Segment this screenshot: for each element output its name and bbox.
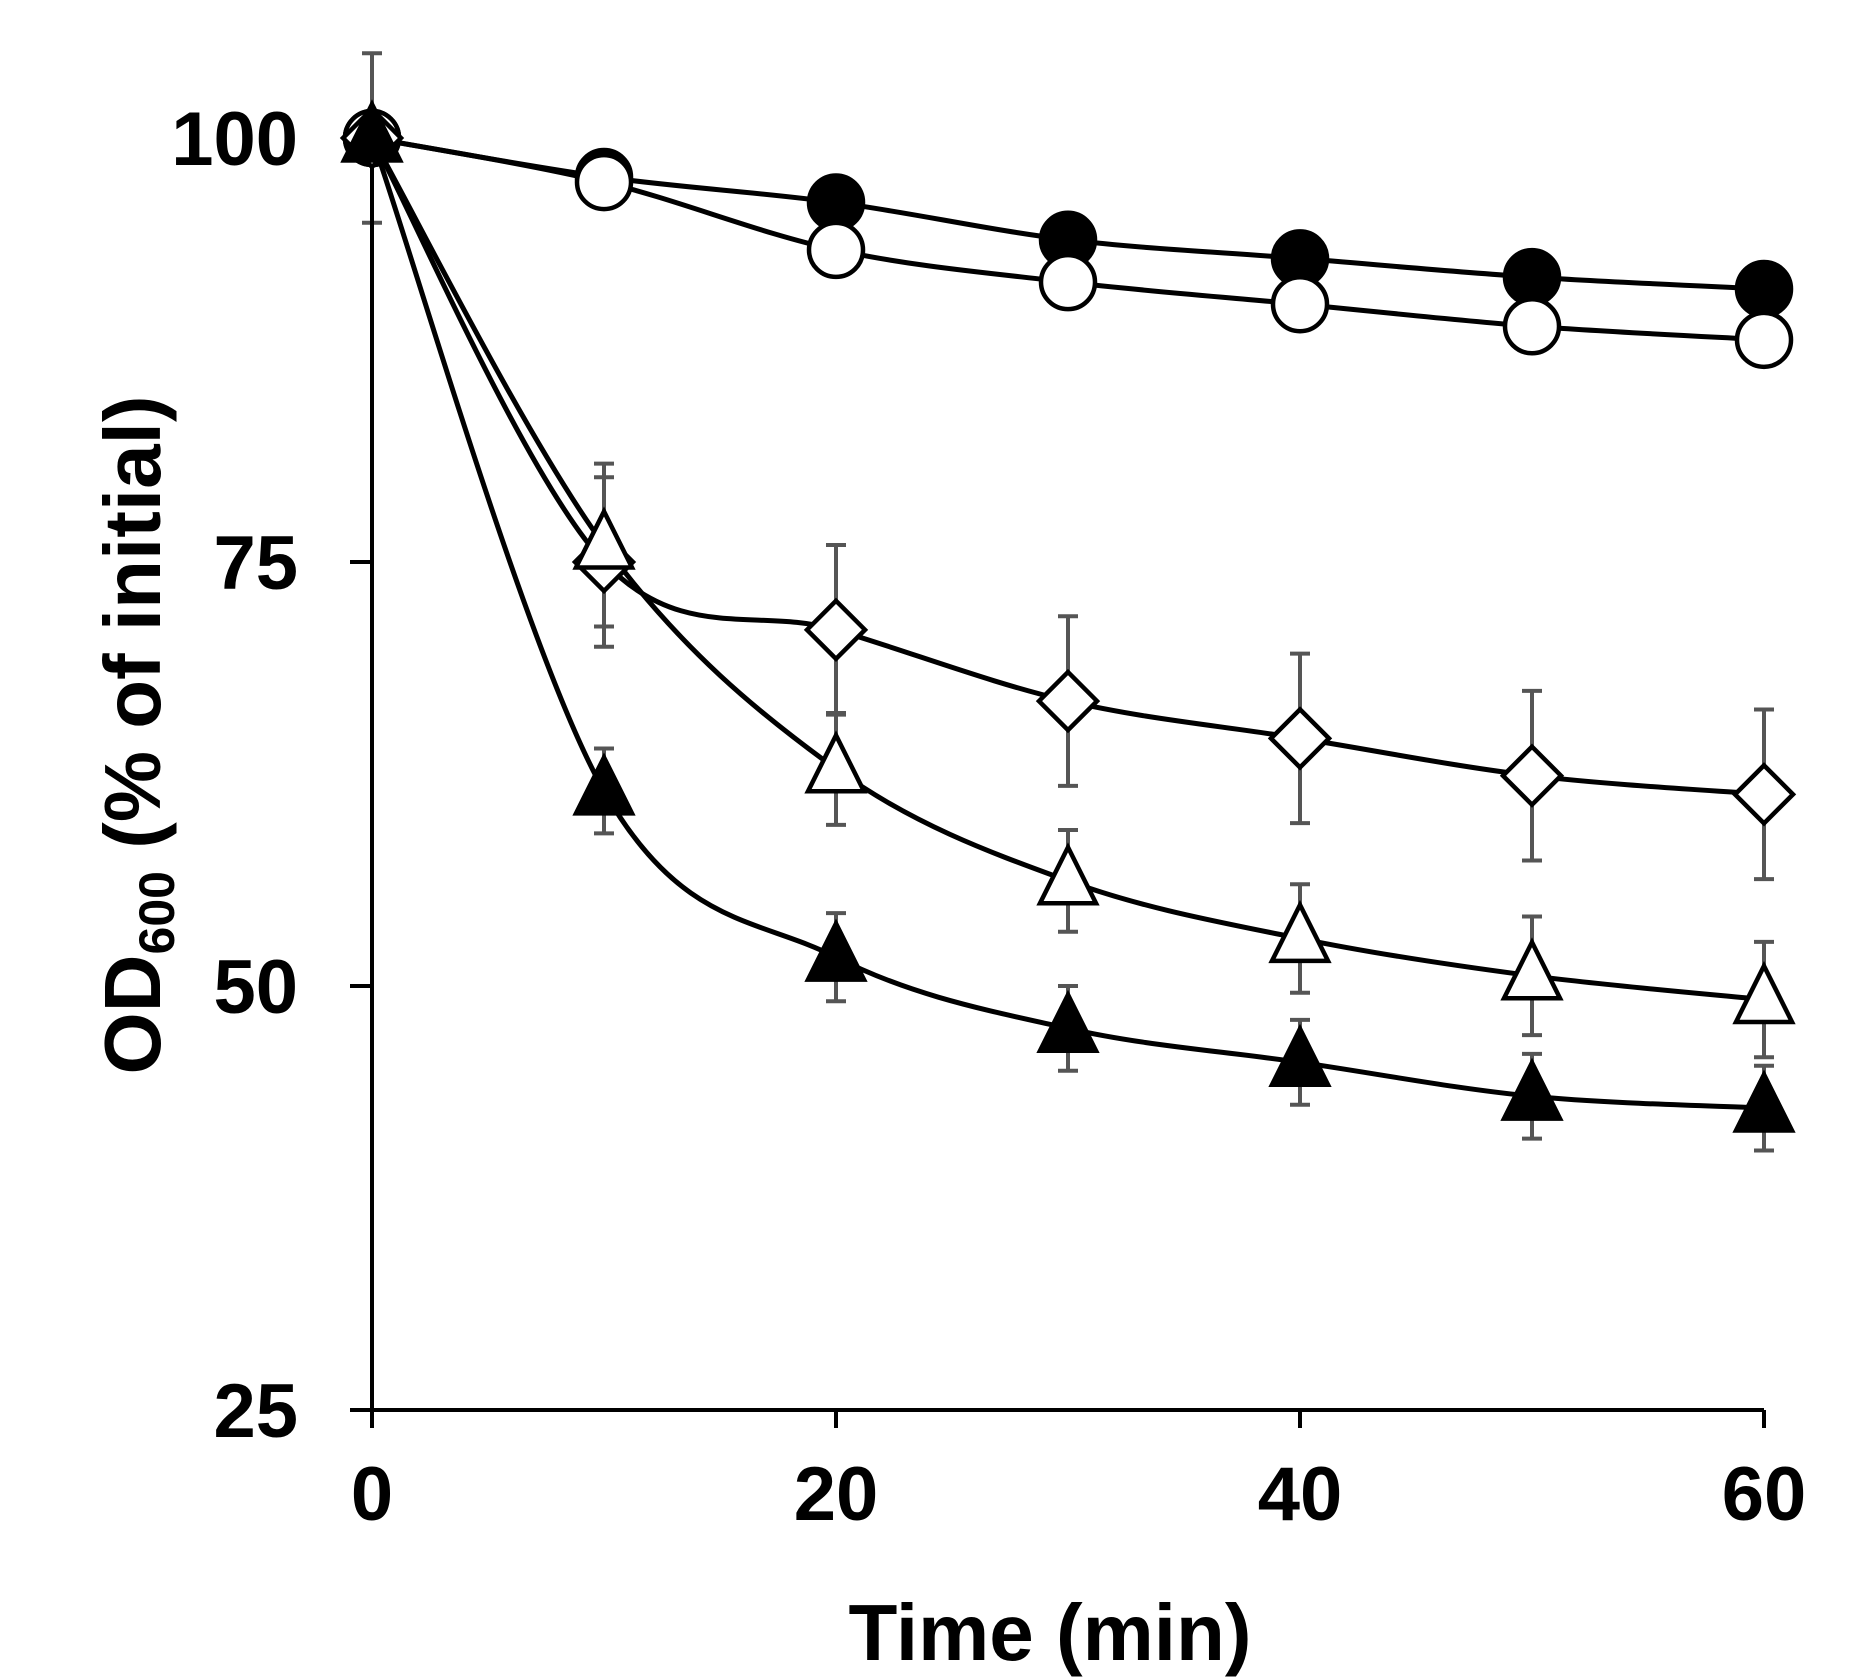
x-tick-label-60: 60: [1722, 1452, 1807, 1537]
data-point-open-triangle-40: [1268, 899, 1332, 964]
data-point-open-circle-30: [1038, 252, 1098, 312]
markers-layer: [339, 99, 1797, 1133]
data-point-open-circle-50: [1502, 297, 1562, 356]
data-point-filled-triangle-0: [340, 99, 404, 163]
x-tick-label-0: 0: [351, 1452, 393, 1537]
data-point-filled-triangle-50: [1500, 1057, 1564, 1121]
x-tick-label-40: 40: [1258, 1452, 1343, 1537]
ticks-layer: 0 20 40 60 25 50 75 100: [171, 97, 1806, 1537]
data-point-filled-triangle-20: [804, 918, 868, 982]
y-axis-title-subscript: 600: [129, 871, 185, 954]
data-point-open-circle-40: [1270, 274, 1330, 334]
data-point-open-diamond-30: [1035, 668, 1101, 734]
data-point-filled-triangle-10: [572, 752, 636, 816]
data-point-open-diamond-20: [803, 597, 869, 663]
data-point-open-circle-10: [574, 152, 634, 212]
data-point-open-diamond-50: [1499, 743, 1565, 808]
data-point-open-triangle-50: [1500, 937, 1564, 1001]
data-point-open-triangle-20: [804, 730, 868, 794]
y-axis-title-main: OD: [88, 954, 177, 1074]
data-point-open-circle-60: [1734, 310, 1794, 370]
y-axis-title: OD600 (% of initial): [88, 396, 185, 1075]
data-point-open-circle-20: [806, 220, 866, 280]
y-tick-label-100: 100: [171, 97, 298, 182]
data-point-filled-triangle-30: [1036, 989, 1100, 1054]
x-axis-title: Time (min): [848, 1588, 1251, 1677]
data-point-open-triangle-30: [1036, 842, 1100, 906]
data-point-filled-circle-60: [1734, 259, 1794, 319]
y-axis-title-rest: (% of initial): [88, 396, 177, 872]
y-tick-label-50: 50: [213, 945, 298, 1030]
x-tick-label-20: 20: [794, 1452, 879, 1537]
data-point-filled-circle-50: [1502, 247, 1562, 307]
data-point-filled-triangle-40: [1268, 1023, 1332, 1087]
y-tick-label-25: 25: [213, 1369, 298, 1454]
data-point-open-diamond-60: [1731, 762, 1797, 827]
data-point-filled-triangle-60: [1732, 1069, 1796, 1133]
axes-layer: [370, 138, 1764, 1412]
data-point-open-triangle-10: [572, 506, 636, 570]
y-tick-label-75: 75: [213, 521, 298, 606]
data-point-open-triangle-60: [1732, 960, 1796, 1025]
data-point-open-diamond-40: [1267, 706, 1333, 771]
